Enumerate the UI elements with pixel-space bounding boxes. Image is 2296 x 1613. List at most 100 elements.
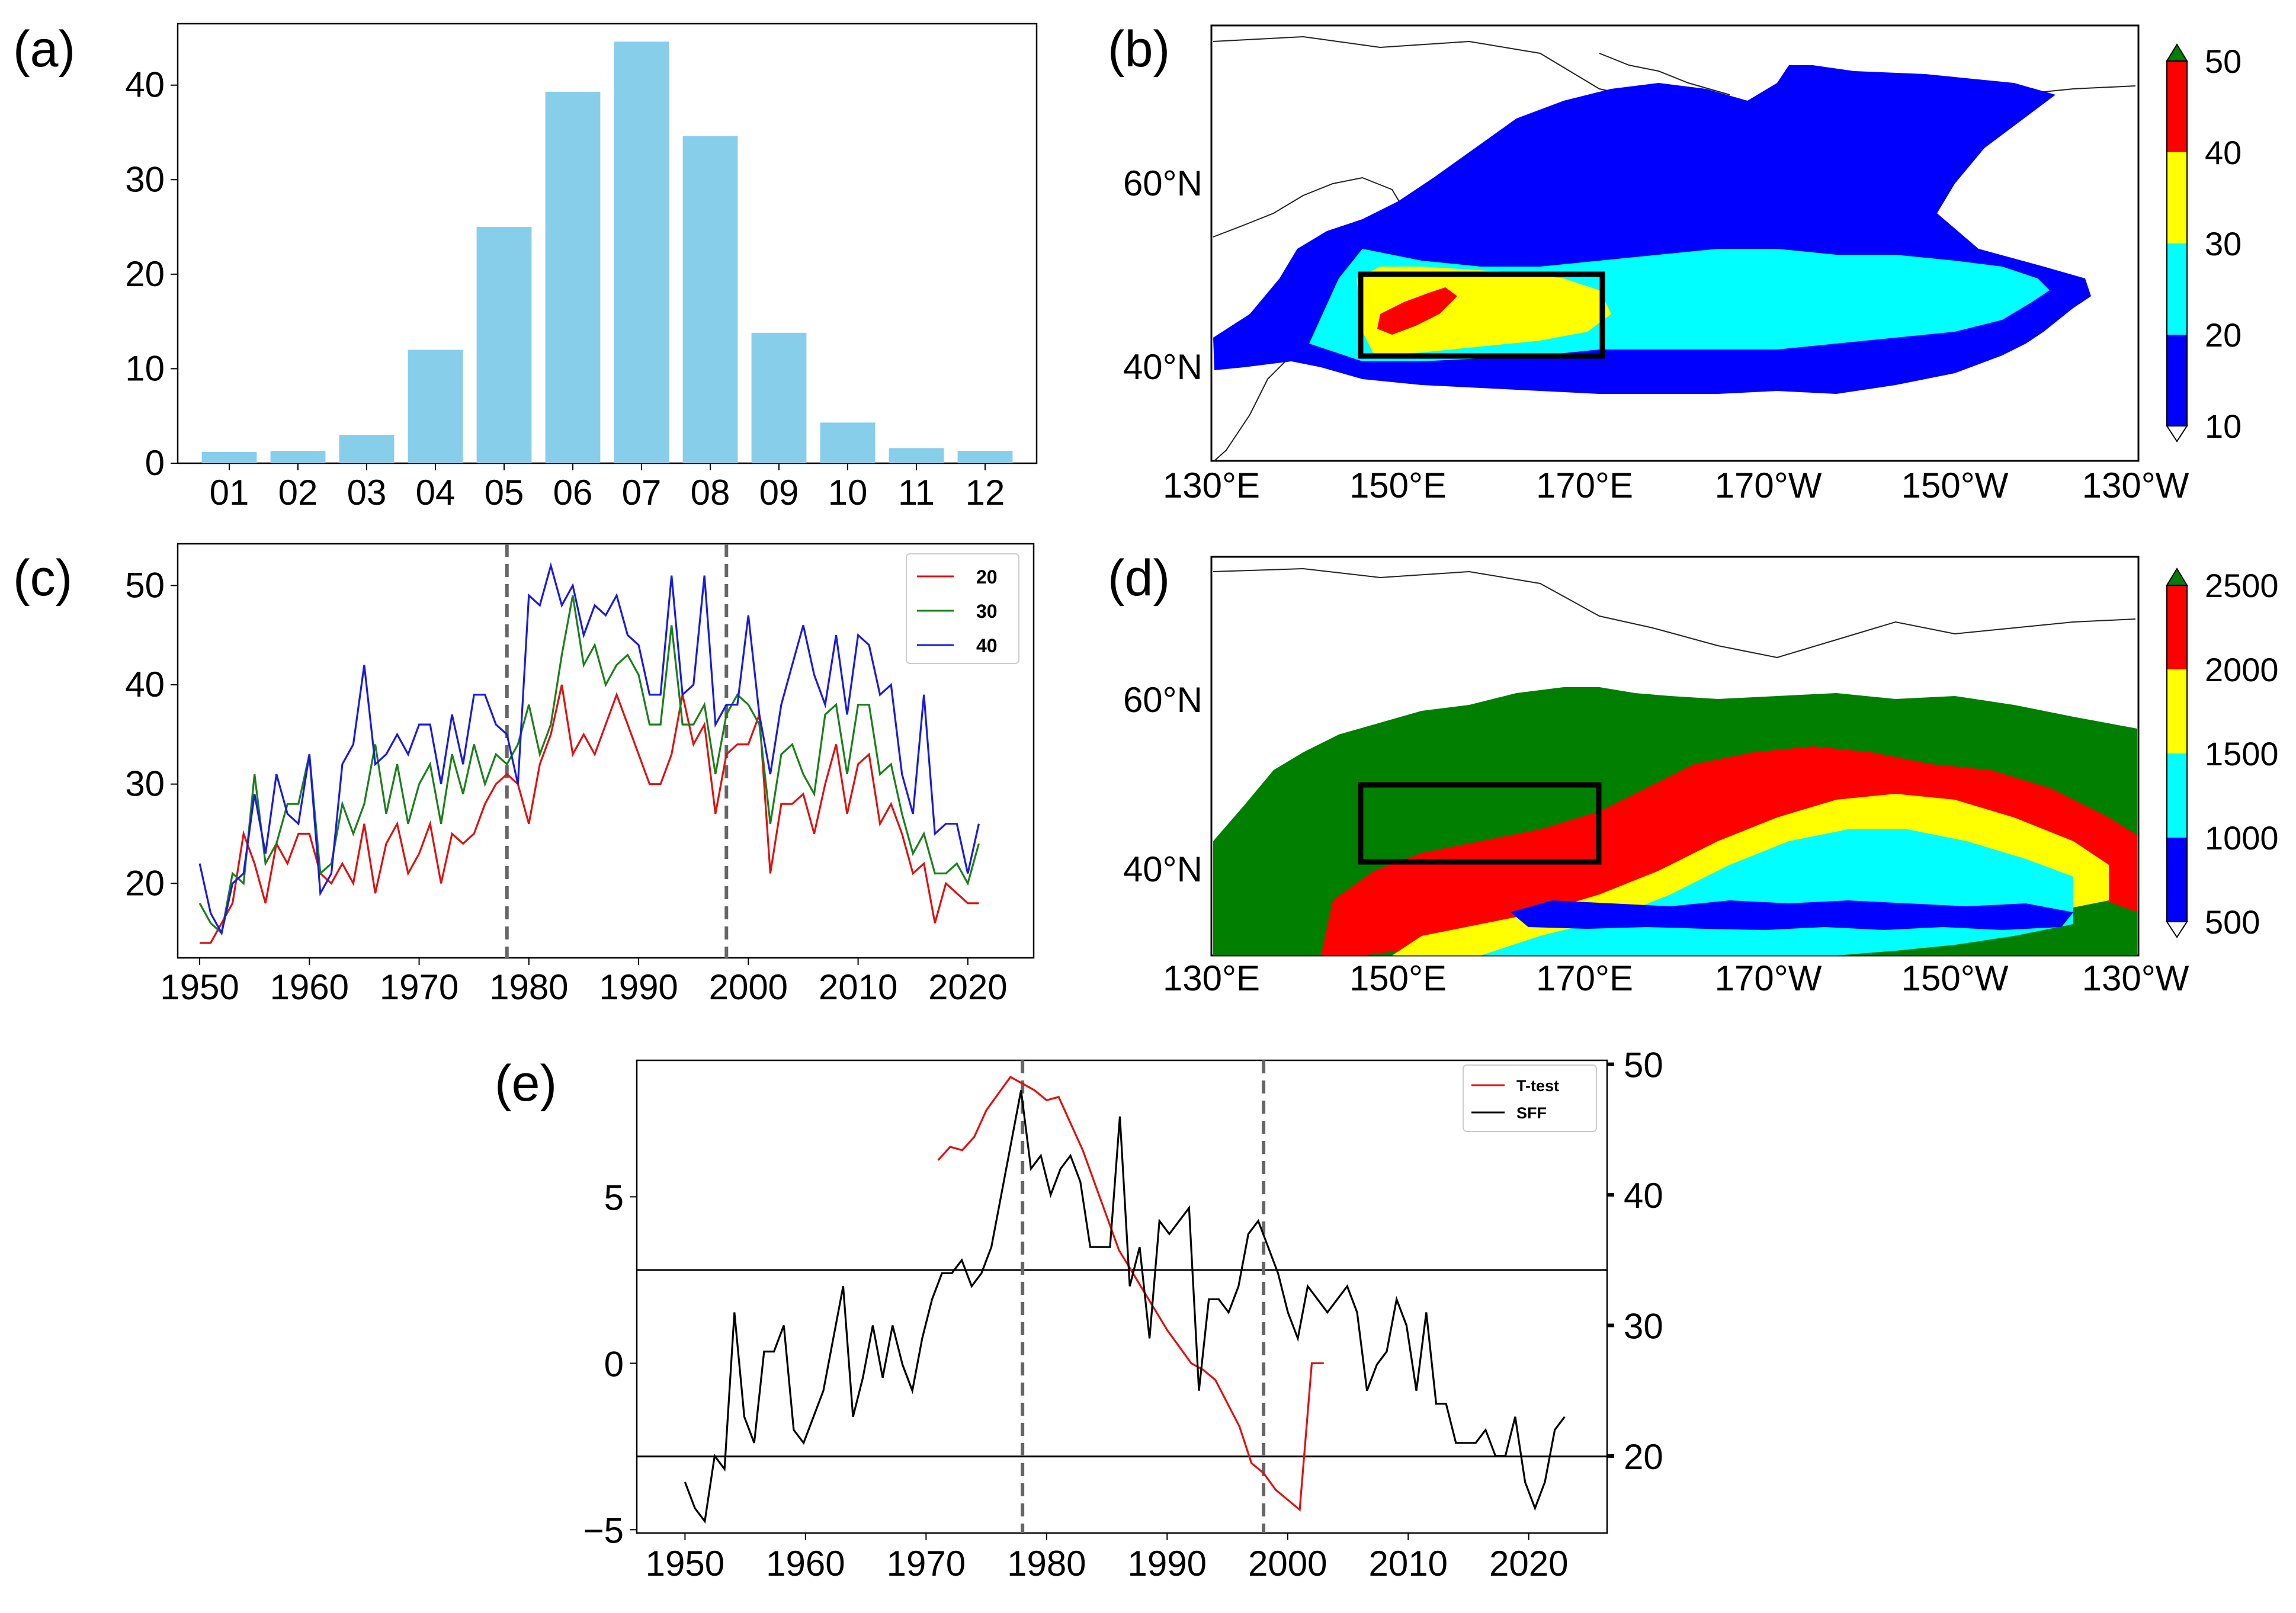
map-d-cb-2500: 2500 <box>2205 567 2279 604</box>
chart-e-xtick-label: 1960 <box>766 1544 845 1583</box>
chart-e-ytick-left-label: −5 <box>583 1511 624 1550</box>
chart-c-series-40 <box>198 562 980 936</box>
map-d-lon-150e: 150°E <box>1349 958 1447 998</box>
chart-a-bar <box>270 451 326 463</box>
map-b-level-40-50 <box>1377 287 1457 335</box>
chart-c-xtick-label: 2000 <box>709 967 788 1007</box>
chart-a-axes-frame <box>177 23 1038 464</box>
map-b-cb-10: 10 <box>2205 408 2242 445</box>
chart-a-xtick-label: 03 <box>347 473 387 512</box>
map-b-lon-170e: 170°E <box>1536 466 1633 505</box>
map-d-colorbar-blue <box>2167 838 2187 922</box>
map-b-cb-30: 30 <box>2205 225 2242 262</box>
chart-e-xtick-label: 1970 <box>887 1544 966 1583</box>
chart-a-xtick-label: 05 <box>485 473 524 512</box>
chart-c-legend-label: 30 <box>976 601 998 622</box>
chart-e-series-t-test <box>937 1076 1324 1512</box>
chart-e-xtick-label: 1990 <box>1128 1544 1207 1583</box>
map-b-cb-20: 20 <box>2205 316 2242 354</box>
chart-c-xtick-label: 2020 <box>928 967 1007 1007</box>
chart-e-xtick-label: 2020 <box>1489 1544 1568 1583</box>
map-d-lon-130e: 130°E <box>1163 958 1260 998</box>
chart-a-xtick-label: 10 <box>828 473 868 512</box>
chart-a-monthly-bar-chart: 01 02 03 04 05 06 07 08 09 10 11 12 0 10 20 30 40 <box>125 23 1038 512</box>
chart-c-yearly-lines: 1950 1960 1970 1980 1990 2000 2010 202020304050… <box>125 543 1035 1007</box>
map-d-region-box <box>1358 782 1602 865</box>
map-b-lat-40: 40°N <box>1123 347 1202 387</box>
map-b-lat-60: 60°N <box>1123 163 1202 203</box>
map-d-cb-1000: 1000 <box>2205 819 2279 857</box>
map-b-lon-130e: 130°E <box>1163 466 1260 505</box>
map-b-cb-40: 40 <box>2205 134 2242 171</box>
chart-e-legend-label: SFF <box>1516 1104 1547 1122</box>
chart-e-legend <box>1463 1064 1597 1132</box>
map-d-lon-130w: 130°W <box>2082 958 2189 998</box>
panel-label-a: (a) <box>13 21 75 78</box>
chart-c-ytick-label: 20 <box>125 863 165 903</box>
map-d-colorbar-frame <box>2166 585 2188 922</box>
chart-a-bar <box>751 332 807 463</box>
chart-e-xtick-label: 1980 <box>1007 1544 1086 1583</box>
chart-a-ytick-label: 10 <box>125 348 165 388</box>
chart-a-bar <box>820 422 876 463</box>
chart-e-series-sff <box>684 1090 1566 1524</box>
chart-e-ytick-right-label: 40 <box>1624 1176 1663 1216</box>
map-d-lat-60: 60°N <box>1123 680 1202 720</box>
chart-c-xtick-label: 2010 <box>819 967 897 1007</box>
panel-label-d: (d) <box>1108 550 1170 607</box>
chart-e-xtick-label: 2010 <box>1369 1544 1448 1583</box>
chart-a-ytick-label: 0 <box>145 443 165 483</box>
chart-e-legend-label: T-test <box>1516 1077 1559 1095</box>
chart-a-bar <box>201 451 257 463</box>
map-b-level-30-40 <box>1357 267 1611 355</box>
chart-c-legend <box>906 553 1019 664</box>
chart-c-xtick-label: 1970 <box>380 967 458 1007</box>
map-b-lon-150w: 150°W <box>1901 466 2009 505</box>
chart-a-ytick-label: 40 <box>125 65 165 105</box>
chart-a-xtick-label: 07 <box>622 473 662 512</box>
map-b-frequency: 60°N 40°N 130°E 150°E 170°E 170°W 150°W … <box>1123 24 2242 505</box>
chart-e-xtick-label: 2000 <box>1248 1544 1327 1583</box>
panel-label-e: (e) <box>495 1055 557 1112</box>
chart-a-xtick-label: 02 <box>278 473 318 512</box>
panel-label-b: (b) <box>1108 21 1170 78</box>
chart-a-ytick-label: 20 <box>125 254 165 294</box>
map-b-colorbar-red <box>2167 61 2187 152</box>
map-b-colorbar-cyan <box>2167 243 2187 335</box>
chart-e-ytick-right-label: 30 <box>1624 1306 1663 1346</box>
chart-c-xtick-label: 1990 <box>599 967 678 1007</box>
chart-c-ytick-label: 30 <box>125 764 165 804</box>
map-b-cb-50: 50 <box>2205 43 2242 80</box>
chart-a-bar <box>614 41 669 463</box>
chart-c-legend-label: 40 <box>976 635 998 656</box>
map-d-colorbar-yellow <box>2167 669 2187 753</box>
map-d-colorbar-top-arrow <box>2166 567 2188 586</box>
chart-c-legend-label: 20 <box>976 566 998 588</box>
map-b-region-box <box>1358 271 1605 359</box>
map-b-lon-130w: 130°W <box>2082 466 2189 505</box>
chart-a-bar <box>339 435 395 463</box>
chart-a-bar <box>957 451 1013 463</box>
map-d-intensity: 60°N 40°N 130°E 150°E 170°E 170°W 150°W … <box>1123 556 2279 998</box>
chart-a-xtick-label: 12 <box>966 473 1005 512</box>
map-b-lon-170w: 170°W <box>1715 466 1822 505</box>
chart-c-series-20 <box>200 684 979 944</box>
chart-a-bar <box>476 227 532 463</box>
chart-c-xtick-label: 1980 <box>489 967 568 1007</box>
chart-e-xtick-label: 1950 <box>646 1544 724 1583</box>
chart-a-bar <box>682 136 738 463</box>
chart-c-ytick-label: 50 <box>125 565 165 605</box>
map-d-lat-40: 40°N <box>1123 849 1202 889</box>
map-b-colorbar-frame <box>2166 60 2188 427</box>
chart-a-xtick-label: 06 <box>553 473 593 512</box>
map-d-level-blue <box>1511 900 2073 930</box>
chart-a-bar <box>889 448 944 463</box>
chart-a-xtick-label: 01 <box>210 473 249 512</box>
panel-label-c: (c) <box>13 550 72 607</box>
chart-a-xtick-label: 09 <box>759 473 799 512</box>
chart-e-ytick-left-label: 0 <box>604 1344 624 1384</box>
map-b-colorbar-yellow <box>2167 152 2187 243</box>
map-d-cb-2000: 2000 <box>2205 651 2279 688</box>
map-d-colorbar-red <box>2167 585 2187 669</box>
